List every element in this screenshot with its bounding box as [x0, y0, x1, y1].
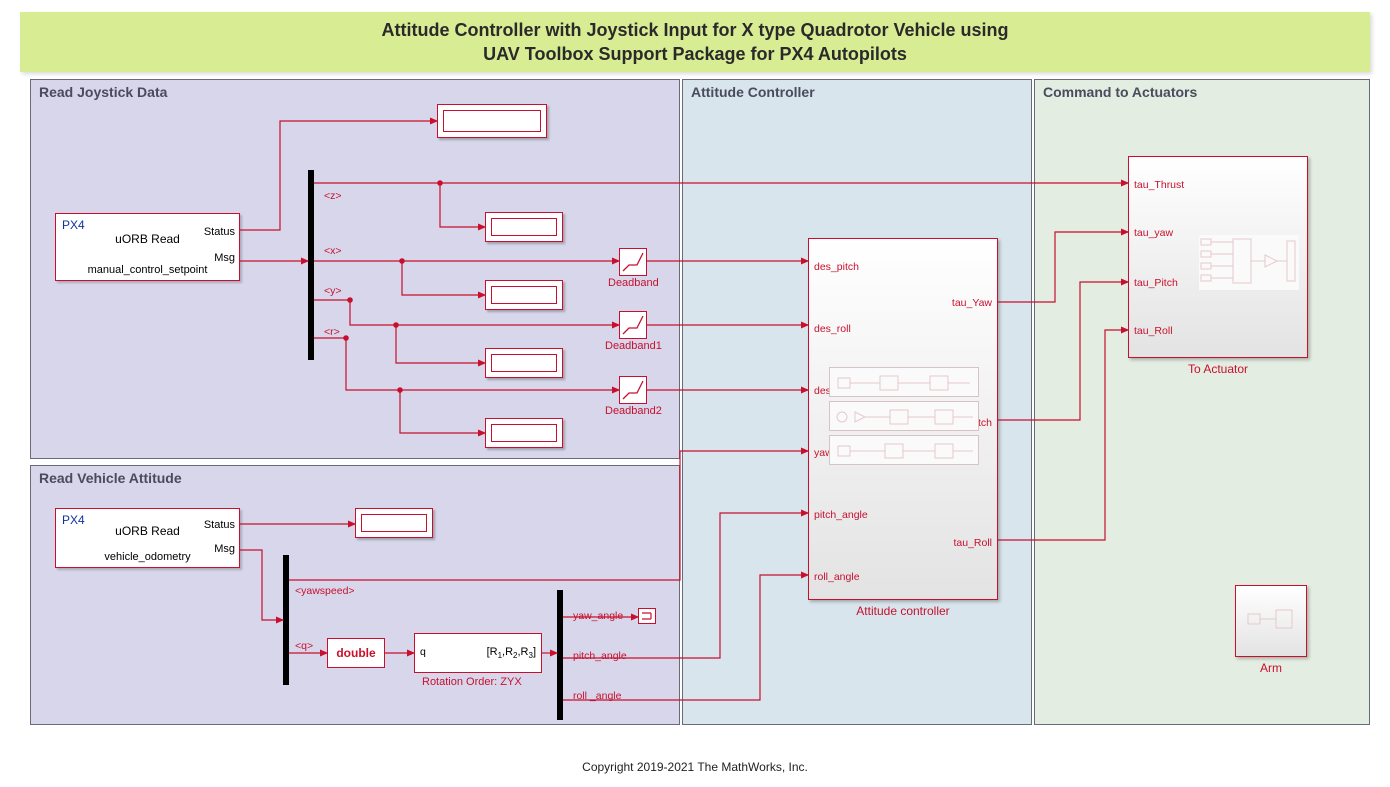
subsystem-to-actuator[interactable]: tau_Thrust tau_yaw tau_Pitch tau_Roll — [1128, 156, 1308, 358]
act-mini — [1199, 235, 1299, 290]
att-out-tau-yaw: tau_Yaw — [952, 297, 992, 309]
block-deadband1[interactable] — [619, 311, 647, 339]
att-in-pitch-angle: pitch_angle — [814, 509, 868, 521]
signal-x: <x> — [324, 245, 342, 257]
panel-label-joystick: Read Joystick Data — [39, 84, 167, 100]
att-mini-3 — [829, 435, 979, 465]
uorb1-port-msg: Msg — [214, 252, 235, 264]
display-y[interactable] — [485, 348, 563, 378]
display-status-joy[interactable] — [437, 104, 547, 138]
att-mini-2 — [829, 401, 979, 431]
uorb2-port-status: Status — [204, 519, 235, 531]
subsystem-arm[interactable] — [1235, 585, 1307, 657]
copyright-text: Copyright 2019-2021 The MathWorks, Inc. — [0, 760, 1390, 774]
bus-selector-vehicle[interactable] — [283, 555, 289, 685]
title-line-1: Attitude Controller with Joystick Input … — [381, 20, 1008, 40]
label-yaw-angle: yaw_angle — [573, 610, 623, 622]
att-in-des-roll: des_roll — [814, 323, 851, 335]
block-uorb-read-manual-control[interactable]: PX4 uORB Read manual_control_setpoint St… — [55, 213, 240, 281]
label-deadband1: Deadband1 — [605, 340, 662, 352]
rot-out: [R1,R2,R3] — [487, 646, 536, 660]
caption-arm: Arm — [1235, 661, 1307, 675]
panel-label-attitude: Attitude Controller — [691, 84, 815, 100]
att-in-des-pitch: des_pitch — [814, 261, 859, 273]
caption-attitude-controller: Attitude controller — [808, 604, 998, 618]
title-banner: Attitude Controller with Joystick Input … — [20, 12, 1370, 72]
display-status-veh[interactable] — [355, 508, 433, 538]
bus-selector-joystick[interactable] — [308, 170, 314, 360]
block-terminator[interactable] — [638, 608, 656, 624]
block-uorb-read-vehicle-odometry[interactable]: PX4 uORB Read vehicle_odometry Status Ms… — [55, 508, 240, 568]
signal-q: <q> — [295, 640, 313, 652]
block-datatype-double[interactable]: double — [327, 638, 385, 668]
px4-logo-text: PX4 — [62, 218, 85, 232]
uorb1-port-status: Status — [204, 226, 235, 238]
uorb2-topic: vehicle_odometry — [56, 551, 239, 563]
uorb1-topic: manual_control_setpoint — [56, 264, 239, 276]
demux-angles[interactable] — [557, 590, 563, 720]
att-out-tau-roll: tau_Roll — [953, 537, 992, 549]
caption-to-actuator: To Actuator — [1128, 362, 1308, 376]
signal-z: <z> — [324, 190, 342, 202]
signal-y: <y> — [324, 285, 342, 297]
display-r[interactable] — [485, 418, 563, 448]
panel-label-command: Command to Actuators — [1043, 84, 1197, 100]
block-deadband[interactable] — [619, 248, 647, 276]
block-quat-to-euler[interactable]: q [R1,R2,R3] — [414, 633, 542, 673]
label-deadband: Deadband — [608, 277, 659, 289]
act-in-tau-roll: tau_Roll — [1134, 325, 1173, 337]
title-line-2: UAV Toolbox Support Package for PX4 Auto… — [483, 44, 907, 64]
double-text: double — [336, 646, 375, 660]
subsystem-attitude-controller[interactable]: des_pitch des_roll des_yaw_rate yaw_rate… — [808, 238, 998, 600]
act-in-tau-pitch: tau_Pitch — [1134, 277, 1178, 289]
uorb2-port-msg: Msg — [214, 543, 235, 555]
label-deadband2: Deadband2 — [605, 405, 662, 417]
panel-label-vehicle: Read Vehicle Attitude — [39, 470, 182, 486]
label-roll-angle: roll _angle — [573, 690, 621, 702]
display-x[interactable] — [485, 280, 563, 310]
att-in-roll-angle: roll_angle — [814, 571, 860, 583]
display-z[interactable] — [485, 212, 563, 242]
act-in-tau-yaw: tau_yaw — [1134, 227, 1173, 239]
signal-r: <r> — [324, 326, 340, 338]
rot-in: q — [420, 646, 426, 658]
signal-yawspeed: <yawspeed> — [295, 585, 355, 597]
label-rotation-order: Rotation Order: ZYX — [422, 676, 522, 688]
label-pitch-angle: pitch_angle — [573, 650, 627, 662]
panel-read-vehicle-attitude: Read Vehicle Attitude — [30, 465, 680, 725]
act-in-tau-thrust: tau_Thrust — [1134, 179, 1184, 191]
att-mini-1 — [829, 367, 979, 397]
block-deadband2[interactable] — [619, 376, 647, 404]
